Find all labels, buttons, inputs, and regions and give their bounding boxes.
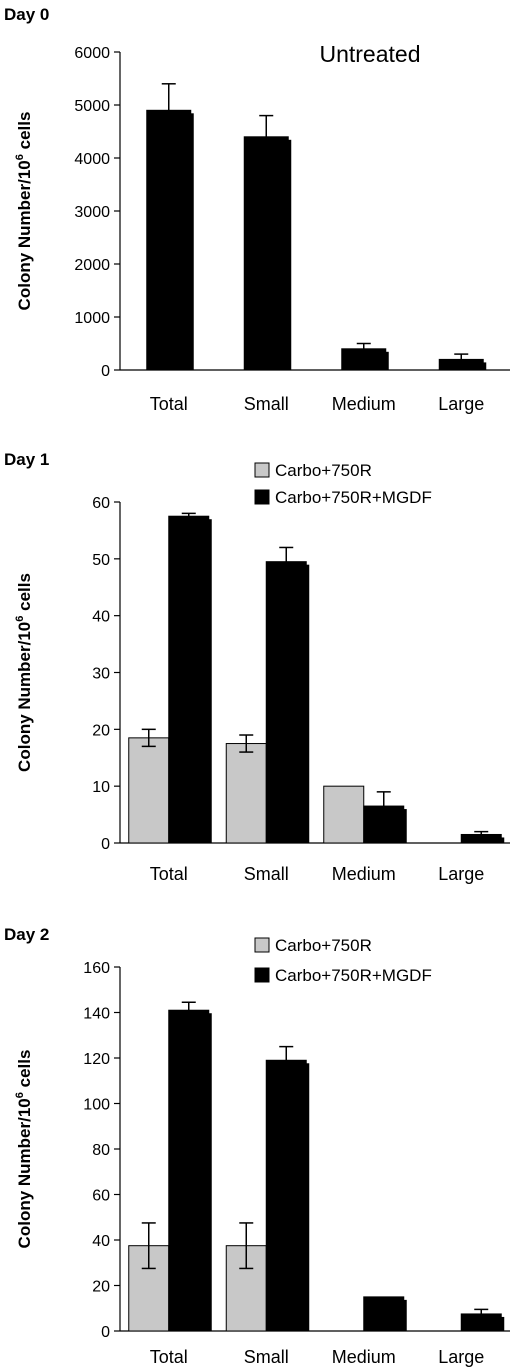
panel-title: Day 0 bbox=[4, 5, 49, 24]
legend-label: Carbo+750R bbox=[275, 461, 372, 480]
chart-day2: Day 2 0 20 40 60 80 100 120 140 160 Colony Number/… bbox=[4, 925, 510, 1367]
bar bbox=[438, 358, 484, 371]
annotation-untreated: Untreated bbox=[319, 41, 420, 67]
x-tick-label: Large bbox=[438, 864, 484, 884]
y-tick-label: 20 bbox=[92, 1279, 110, 1296]
x-tick-label: Small bbox=[244, 1347, 289, 1367]
y-tick-label: 0 bbox=[101, 836, 110, 853]
legend-swatch bbox=[254, 937, 270, 953]
bar bbox=[265, 1059, 307, 1332]
y-tick-label: 100 bbox=[83, 1097, 110, 1114]
y-tick-label: 20 bbox=[92, 722, 110, 739]
bar bbox=[265, 561, 307, 844]
bar bbox=[363, 805, 405, 844]
x-tick-label: Small bbox=[244, 394, 289, 414]
y-tick-label: 40 bbox=[92, 609, 110, 626]
bar bbox=[341, 348, 387, 371]
y-tick-label: 60 bbox=[92, 1188, 110, 1205]
y-axis-title: Colony Number/106 cells bbox=[14, 112, 34, 311]
x-tick-label: Total bbox=[150, 394, 188, 414]
y-tick-label: 140 bbox=[83, 1006, 110, 1023]
chart-day1: Day 1 0 10 20 30 40 50 60 Colony Number/106 cell… bbox=[4, 450, 510, 884]
bar bbox=[146, 109, 192, 371]
y-tick-label: 40 bbox=[92, 1233, 110, 1250]
bar bbox=[460, 833, 502, 844]
bar bbox=[168, 515, 210, 844]
y-tick-label: 0 bbox=[101, 1324, 110, 1341]
x-tick-label: Large bbox=[438, 1347, 484, 1367]
chart-panel-day0: Day 0 Untreated 0 1000 2000 3000 4000 5000 6000 C… bbox=[0, 0, 520, 430]
x-tick-label: Medium bbox=[332, 1347, 396, 1367]
y-tick-label: 120 bbox=[83, 1051, 110, 1068]
x-tick-label: Medium bbox=[332, 864, 396, 884]
chart-panel-day2: Day 2 0 20 40 60 80 100 120 140 160 Colony Number/… bbox=[0, 920, 520, 1370]
y-tick-label: 2000 bbox=[74, 257, 110, 274]
y-tick-label: 60 bbox=[92, 495, 110, 512]
legend-label: Carbo+750R+MGDF bbox=[275, 966, 432, 985]
legend-swatch bbox=[254, 462, 270, 478]
x-tick-label: Total bbox=[150, 1347, 188, 1367]
x-tick-label: Medium bbox=[332, 394, 396, 414]
bar bbox=[243, 136, 289, 371]
bar bbox=[460, 1313, 502, 1332]
chart-panel-day1: Day 1 0 10 20 30 40 50 60 Colony Number/106 cell… bbox=[0, 445, 520, 900]
legend-label: Carbo+750R bbox=[275, 936, 372, 955]
y-tick-label: 5000 bbox=[74, 98, 110, 115]
bar bbox=[168, 1009, 210, 1332]
panel-title: Day 1 bbox=[4, 450, 49, 469]
y-tick-label: 50 bbox=[92, 552, 110, 569]
y-axis-title: Colony Number/106 cells bbox=[14, 573, 34, 772]
legend-label: Carbo+750R+MGDF bbox=[275, 488, 432, 507]
panel-title: Day 2 bbox=[4, 925, 49, 944]
y-tick-label: 4000 bbox=[74, 151, 110, 168]
chart-day0: Day 0 Untreated 0 1000 2000 3000 4000 5000 6000 C… bbox=[4, 5, 510, 414]
y-tick-label: 1000 bbox=[74, 310, 110, 327]
y-tick-label: 3000 bbox=[74, 204, 110, 221]
y-tick-label: 80 bbox=[92, 1142, 110, 1159]
y-axis-title: Colony Number/106 cells bbox=[14, 1050, 34, 1249]
x-tick-label: Total bbox=[150, 864, 188, 884]
y-tick-label: 160 bbox=[83, 960, 110, 977]
legend-swatch bbox=[254, 489, 270, 505]
y-tick-label: 10 bbox=[92, 779, 110, 796]
x-tick-label: Small bbox=[244, 864, 289, 884]
bar bbox=[323, 785, 365, 844]
x-tick-label: Large bbox=[438, 394, 484, 414]
bar bbox=[363, 1296, 405, 1332]
y-tick-label: 0 bbox=[101, 363, 110, 380]
bar bbox=[128, 737, 170, 844]
y-tick-label: 6000 bbox=[74, 45, 110, 62]
y-tick-label: 30 bbox=[92, 666, 110, 683]
bar bbox=[225, 743, 267, 844]
legend-swatch bbox=[254, 967, 270, 983]
